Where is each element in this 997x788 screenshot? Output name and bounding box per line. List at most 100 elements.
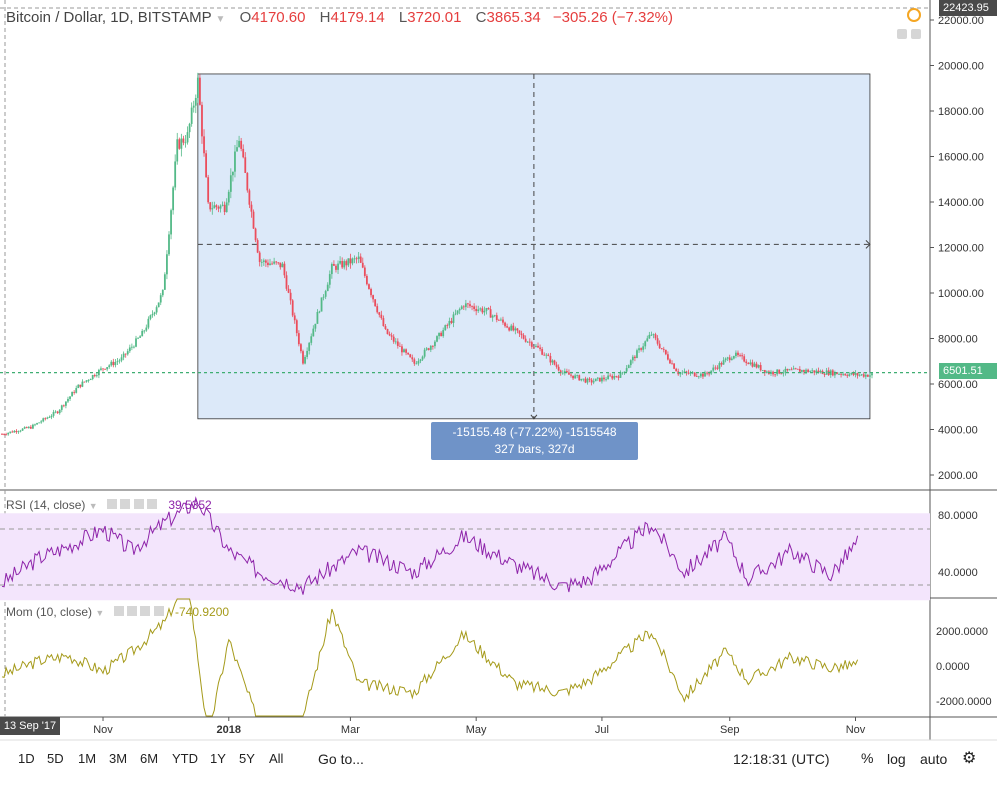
candle-body <box>36 423 38 425</box>
rsi-settings-icon[interactable] <box>120 499 131 509</box>
candle-body <box>541 349 544 355</box>
mom-eye-icon[interactable] <box>113 606 124 616</box>
settings-gear-icon[interactable]: ⚙ <box>962 750 977 767</box>
mom-dropdown-icon[interactable]: ▼ <box>95 608 105 618</box>
mom-close-icon[interactable] <box>153 606 164 616</box>
candle-body <box>221 204 224 206</box>
range-ytd-button[interactable]: YTD <box>172 751 198 766</box>
candle-body <box>50 415 53 418</box>
candle-body <box>285 275 288 289</box>
candle-body <box>174 161 177 188</box>
alert-icon[interactable] <box>907 8 921 22</box>
candle-body <box>166 254 168 275</box>
candle-body <box>161 289 164 296</box>
candle-body <box>217 206 220 209</box>
candle-body <box>862 374 865 377</box>
candle-body <box>823 374 826 375</box>
range-all-button[interactable]: All <box>269 751 284 766</box>
range-3m-button[interactable]: 3M <box>109 751 128 766</box>
rsi-label[interactable]: RSI (14, close) <box>6 498 86 512</box>
scroll-left-icon[interactable] <box>897 29 907 39</box>
candle-body <box>765 371 768 373</box>
auto-toggle[interactable]: auto <box>920 751 948 767</box>
candle-body <box>650 334 653 336</box>
candle-body <box>852 372 855 375</box>
range-1y-button[interactable]: 1Y <box>210 751 226 766</box>
rsi-close-icon[interactable] <box>147 499 157 509</box>
candle-body <box>289 292 292 301</box>
range-5d-button[interactable]: 5D <box>47 751 64 766</box>
candle-body <box>118 360 121 362</box>
candle-body <box>194 97 197 106</box>
mom-settings-icon[interactable] <box>126 606 137 616</box>
candle-body <box>590 379 593 383</box>
candle-body <box>704 372 706 377</box>
candle-body <box>506 326 508 328</box>
mom-label[interactable]: Mom (10, close) <box>6 605 93 619</box>
candle-body <box>264 260 267 263</box>
candle-body <box>229 175 232 192</box>
percent-toggle[interactable]: % <box>861 750 874 766</box>
candle-body <box>646 338 649 342</box>
mom-tick-label: 2000.0000 <box>936 626 988 638</box>
candle-body <box>75 388 78 393</box>
price-tick-label: 12000.00 <box>938 243 984 255</box>
candle-body <box>108 365 111 368</box>
candle-body <box>679 372 682 375</box>
candle-body <box>722 360 725 365</box>
goto-button[interactable]: Go to... <box>318 751 364 767</box>
candle-body <box>65 401 67 406</box>
candle-body <box>596 377 599 379</box>
rsi-dropdown-icon[interactable]: ▼ <box>88 501 98 511</box>
candle-body <box>702 373 704 377</box>
candle-body <box>246 172 249 191</box>
open-label: O <box>239 9 252 26</box>
rsi-add-icon[interactable] <box>133 499 144 509</box>
candle-body <box>813 370 816 373</box>
candle-body <box>745 361 748 364</box>
candle-body <box>565 371 568 373</box>
candle-body <box>464 303 467 308</box>
candle-body <box>147 318 150 328</box>
candle-body <box>493 315 496 317</box>
candle-body <box>328 274 331 285</box>
candle-body <box>46 417 49 419</box>
log-toggle[interactable]: log <box>887 751 906 767</box>
candle-body <box>755 363 758 368</box>
candle-body <box>485 308 488 311</box>
candle-body <box>778 369 781 374</box>
candle-body <box>196 77 199 98</box>
price-tick-label: 20000.00 <box>938 61 984 73</box>
candle-body <box>227 191 230 203</box>
candle-body <box>638 348 640 351</box>
candle-body <box>186 132 189 143</box>
candle-body <box>283 263 286 276</box>
measure-arrow-right <box>865 240 871 249</box>
candle-body <box>809 371 812 372</box>
candle-body <box>582 378 585 380</box>
candle-body <box>803 370 805 372</box>
range-1m-button[interactable]: 1M <box>78 751 97 766</box>
candle-body <box>87 380 90 381</box>
candle-body <box>254 228 257 241</box>
candle-body <box>295 320 298 334</box>
candle-body <box>747 363 750 365</box>
candle-body <box>846 375 849 377</box>
candle-body <box>306 350 309 357</box>
symbol-dropdown-icon[interactable]: ▼ <box>215 14 226 25</box>
rsi-eye-icon[interactable] <box>106 499 117 509</box>
scroll-right-icon[interactable] <box>911 29 921 39</box>
open-value: 4170.60 <box>251 9 306 26</box>
candle-body <box>413 359 416 364</box>
range-1d-button[interactable]: 1D <box>18 751 35 766</box>
symbol-title[interactable]: Bitcoin / Dollar, 1D, BITSTAMP <box>6 9 212 26</box>
time-tick-label: Jul <box>595 724 609 736</box>
candle-body <box>458 309 461 311</box>
candle-body <box>850 372 853 375</box>
range-6m-button[interactable]: 6M <box>140 751 159 766</box>
candle-body <box>706 372 708 374</box>
range-5y-button[interactable]: 5Y <box>239 751 255 766</box>
mom-add-icon[interactable] <box>140 606 151 616</box>
